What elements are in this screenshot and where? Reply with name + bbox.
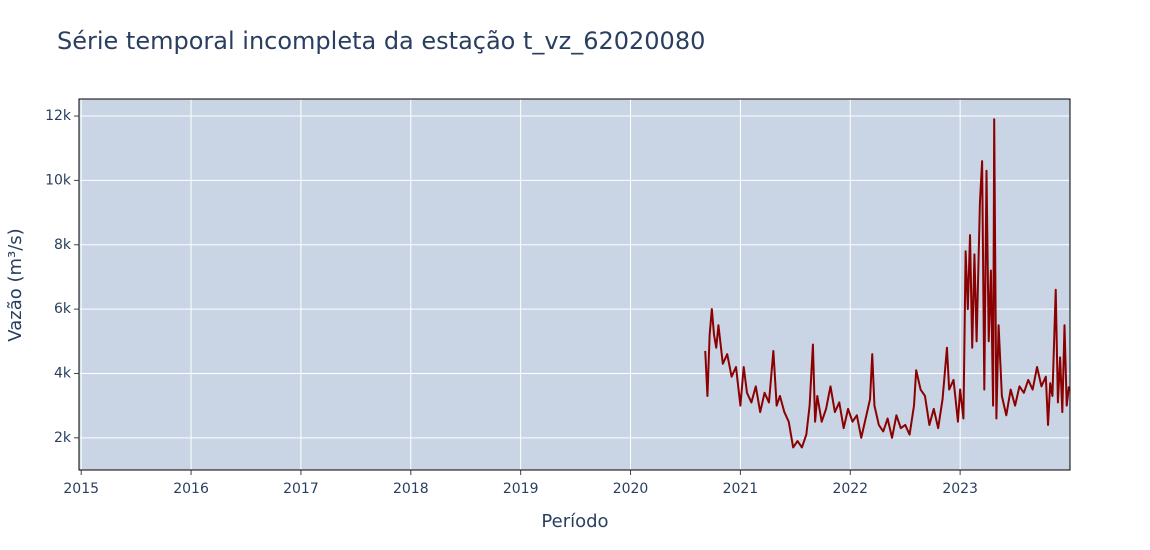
y-axis-title: Vazão (m³/s) (5, 228, 26, 341)
y-tick-label: 6k (54, 301, 72, 317)
x-tick-label: 2016 (173, 481, 209, 497)
x-tick-label: 2020 (613, 481, 649, 497)
plot-area (79, 99, 1070, 470)
x-tick-label: 2022 (832, 481, 868, 497)
x-tick-label: 2021 (723, 481, 759, 497)
chart-title: Série temporal incompleta da estação t_v… (57, 27, 705, 55)
plot-border (78, 98, 1071, 471)
x-tick-label: 2015 (63, 481, 99, 497)
x-tick-label: 2023 (942, 481, 978, 497)
y-tick-label: 12k (45, 108, 72, 124)
x-tick-label: 2017 (283, 481, 319, 497)
y-tick-label: 8k (54, 237, 72, 253)
series-line (704, 118, 1070, 449)
x-tick-label: 2019 (503, 481, 539, 497)
y-tick-label: 4k (54, 365, 72, 381)
y-tick-label: 2k (54, 430, 72, 446)
x-tick-label: 2018 (393, 481, 429, 497)
x-axis-title: Período (541, 511, 608, 532)
y-tick-label: 10k (45, 172, 72, 188)
